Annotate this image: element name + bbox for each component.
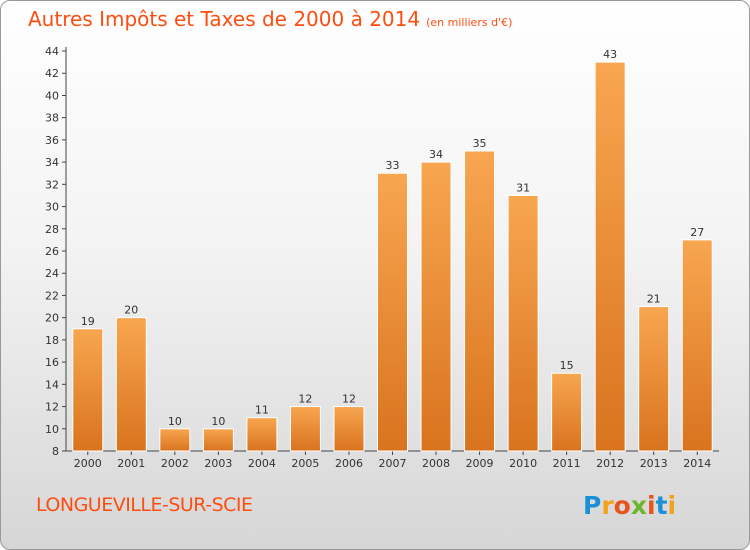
data-label: 21 xyxy=(647,293,661,306)
y-tick-label: 20 xyxy=(45,312,59,325)
bar xyxy=(638,306,670,452)
data-label: 33 xyxy=(386,159,400,172)
data-label: 31 xyxy=(516,181,530,194)
bar xyxy=(115,317,147,452)
x-tick-label: 2000 xyxy=(74,457,102,470)
bar xyxy=(72,328,104,452)
logo-letter: P xyxy=(583,491,602,520)
bar xyxy=(464,150,496,452)
bar xyxy=(333,406,365,452)
x-tick-label: 2006 xyxy=(335,457,363,470)
data-label: 34 xyxy=(429,148,443,161)
data-label: 27 xyxy=(690,226,704,239)
bars xyxy=(72,61,713,452)
x-tick-label: 2007 xyxy=(379,457,407,470)
data-label: 11 xyxy=(255,404,269,417)
logo-letter: r xyxy=(601,491,614,520)
bar xyxy=(202,428,234,452)
y-tick-label: 40 xyxy=(45,89,59,102)
y-tick-label: 16 xyxy=(45,356,59,369)
y-tick-label: 26 xyxy=(45,245,59,258)
data-label: 15 xyxy=(560,359,574,372)
y-tick-label: 12 xyxy=(45,401,59,414)
data-label: 12 xyxy=(298,393,312,406)
x-tick-label: 2001 xyxy=(117,457,145,470)
logo-letter: o xyxy=(613,491,631,520)
y-tick-label: 18 xyxy=(45,334,59,347)
y-tick-label: 38 xyxy=(45,112,59,125)
bar xyxy=(594,61,626,452)
data-label: 10 xyxy=(211,415,225,428)
data-label: 19 xyxy=(81,315,95,328)
x-tick-label: 2009 xyxy=(466,457,494,470)
bar xyxy=(377,172,408,452)
x-tick-label: 2010 xyxy=(509,457,537,470)
data-label: 20 xyxy=(124,304,138,317)
data-label: 12 xyxy=(342,393,356,406)
y-tick-label: 24 xyxy=(45,267,59,280)
data-labels: 19 20 10 10 11 12 12 33 34 35 31 15 43 21 27 xyxy=(81,48,704,428)
x-tick-label: 2002 xyxy=(161,457,189,470)
y-tick-label: 28 xyxy=(45,223,59,236)
logo-letter: t xyxy=(655,491,668,520)
x-tick-label: 2004 xyxy=(248,457,276,470)
chart-title: Autres Impôts et Taxes de 2000 à 2014 (en… xyxy=(28,7,513,31)
y-tick-label: 32 xyxy=(45,178,59,191)
y-tick-label: 14 xyxy=(45,378,59,391)
y-tick-label: 44 xyxy=(45,45,59,58)
x-tick-label: 2012 xyxy=(596,457,624,470)
bar xyxy=(551,372,583,452)
proxiti-logo: Proxiti xyxy=(583,491,676,520)
y-tick-label: 42 xyxy=(45,67,59,80)
y-tick-label: 36 xyxy=(45,134,59,147)
y-tick-label: 10 xyxy=(45,423,59,436)
data-label: 43 xyxy=(603,48,617,61)
logo-letter: i xyxy=(667,491,677,520)
x-tick-label: 2008 xyxy=(422,457,450,470)
y-tick-label: 8 xyxy=(52,445,59,458)
chart-unit: (en milliers d'€) xyxy=(426,16,513,29)
bar xyxy=(289,406,321,452)
y-tick-label: 34 xyxy=(45,156,59,169)
bar xyxy=(681,239,713,452)
bar xyxy=(246,417,278,452)
data-label: 10 xyxy=(168,415,182,428)
place-name: LONGUEVILLE-SUR-SCIE xyxy=(36,494,253,516)
logo-letter: x xyxy=(630,491,647,520)
bar xyxy=(420,161,452,452)
bar xyxy=(159,428,191,452)
x-tick-label: 2003 xyxy=(204,457,232,470)
logo-letter: i xyxy=(647,491,656,520)
bar xyxy=(507,194,539,452)
x-tick-label: 2014 xyxy=(683,457,711,470)
x-tick-label: 2005 xyxy=(291,457,319,470)
x-tick-label: 2013 xyxy=(640,457,668,470)
axes: 8 10 12 14 16 18 20 22 24 26 28 30 32 34 36 38 40 42 44 200… xyxy=(45,45,719,470)
data-label: 35 xyxy=(473,137,487,150)
y-tick-label: 30 xyxy=(45,201,59,214)
y-tick-label: 22 xyxy=(45,289,59,302)
x-tick-label: 2011 xyxy=(553,457,581,470)
